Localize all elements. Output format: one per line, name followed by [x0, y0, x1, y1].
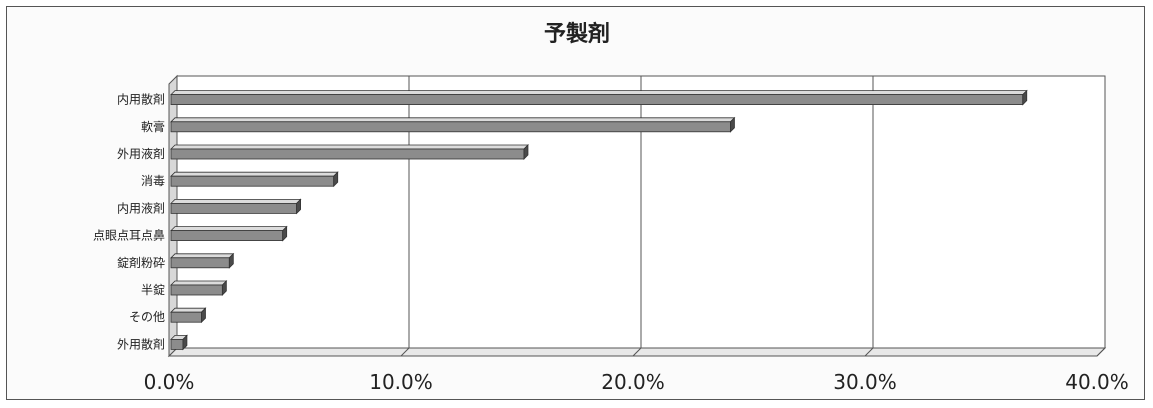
category-label-1: 内用散剤	[117, 92, 165, 107]
tick-label-5: 40.0%	[1065, 370, 1129, 394]
bar-front-10	[170, 338, 184, 350]
tick-label-4: 30.0%	[833, 370, 897, 394]
bar-end-6	[282, 225, 288, 242]
category-label-2: 軟膏	[141, 119, 165, 134]
bar-front-1	[170, 94, 1024, 105]
bar-front-5	[170, 202, 297, 214]
bar-2	[170, 116, 736, 133]
bar-top-4	[170, 171, 339, 177]
gridline-floor-1	[400, 347, 410, 357]
bar-top-7	[170, 253, 235, 259]
bar-front-3	[170, 148, 525, 160]
bar-9	[170, 307, 207, 324]
bar-front-2	[170, 121, 731, 133]
gridline-floor-3	[864, 347, 874, 357]
tick-label-2: 10.0%	[369, 370, 433, 394]
bar-end-3	[523, 144, 529, 160]
tick-labels: 0.0% 10.0% 20.0% 30.0% 40.0%	[144, 370, 1129, 394]
bar-top-8	[170, 280, 228, 286]
bar-end-7	[228, 252, 234, 269]
bar-front-8	[170, 284, 223, 296]
category-label-4: 消毒	[141, 174, 165, 188]
chart-frame: 予製剤 内用散剤 軟膏 外用液剤 消毒 内用液剤 点眼点耳点鼻 錠剤粉砕 半錠 その他 外用散剤 …	[6, 6, 1145, 400]
bar-6	[170, 225, 288, 242]
bar-8	[170, 280, 228, 296]
category-label-9: その他	[129, 310, 165, 324]
bar-end-2	[730, 116, 735, 133]
tick-label-3: 20.0%	[601, 370, 665, 394]
tick-label-1: 0.0%	[144, 370, 195, 394]
bar-top-6	[170, 226, 288, 232]
category-label-8: 半錠	[141, 282, 165, 297]
gridline-floor-2	[632, 347, 642, 357]
bar-5	[170, 198, 302, 215]
chart-title: 予製剤	[544, 21, 610, 47]
bar-front-4	[170, 175, 335, 187]
bar-3	[170, 144, 529, 160]
bar-4	[170, 171, 339, 188]
bar-top-3	[170, 144, 529, 150]
bar-front-7	[170, 257, 230, 269]
category-label-7: 錠剤粉砕	[117, 255, 165, 270]
category-label-5: 内用液剤	[117, 200, 165, 215]
bar-top-5	[170, 198, 302, 204]
bar-front-6	[170, 230, 284, 242]
bar-end-8	[221, 280, 227, 296]
bars	[170, 89, 1028, 351]
bar-front-9	[170, 311, 202, 323]
bar-top-2	[170, 117, 736, 123]
chart-svg: 予製剤 内用散剤軟膏外用液剤消毒内用液剤点眼点耳点鼻錠剤粉砕半錠その他外用散剤 …	[93, 21, 1129, 394]
bar-end-4	[333, 171, 339, 188]
bar-end-10	[182, 334, 188, 351]
bar-end-1	[1022, 89, 1028, 106]
bar-end-5	[296, 198, 302, 215]
bar-7	[170, 252, 235, 269]
bar-end-9	[201, 307, 206, 324]
gridline-floor-4	[1096, 347, 1106, 357]
category-label-10: 外用散剤	[117, 336, 165, 351]
bar-10	[170, 334, 188, 351]
bar-1	[170, 89, 1028, 106]
bar-top-1	[170, 90, 1028, 95]
category-label-3: 外用液剤	[117, 146, 165, 161]
category-label-6: 点眼点耳点鼻	[93, 228, 165, 243]
bar-top-9	[170, 307, 207, 313]
